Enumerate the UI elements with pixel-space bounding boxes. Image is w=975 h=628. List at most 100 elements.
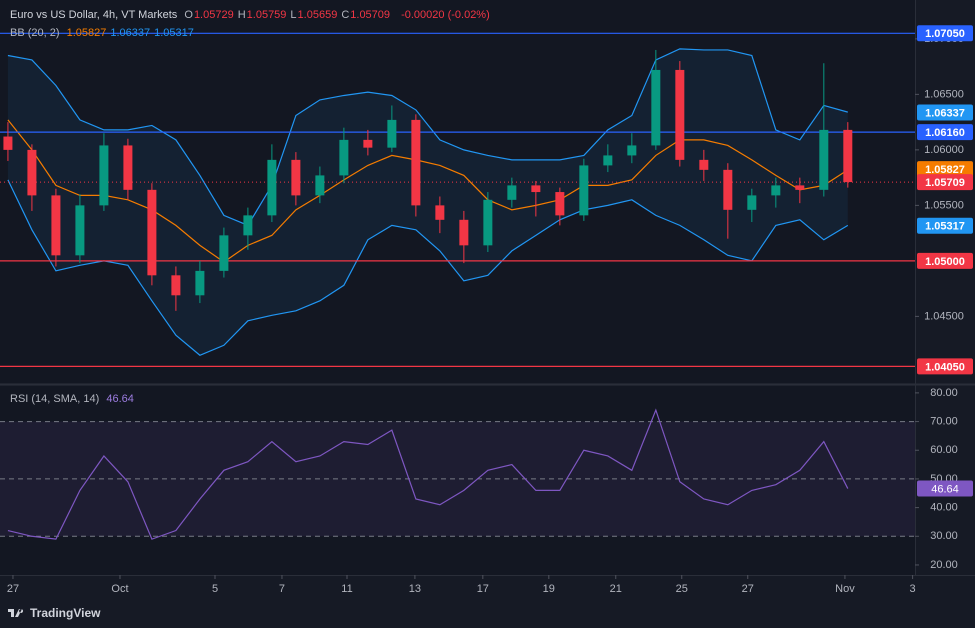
candle-body: [147, 189, 157, 276]
rsi-value: 46.64: [106, 393, 134, 405]
scale-label: 1.05709: [925, 177, 965, 189]
candle-body: [459, 219, 469, 246]
candle-body: [483, 199, 493, 246]
candle-body: [267, 159, 277, 216]
ohlc-label: O: [184, 9, 193, 21]
candle-body: [195, 270, 205, 296]
scale-label-box: [917, 25, 973, 42]
scale-label: 1.07050: [925, 28, 965, 40]
candle-body: [555, 192, 565, 216]
bb-line: [7, 179, 849, 356]
ohlc-value: 1.05709: [350, 9, 391, 21]
rsi-band: [0, 421, 915, 537]
rsi-name: RSI (14, SMA, 14): [10, 393, 100, 405]
candle-body: [3, 136, 13, 150]
ohlc-value: 1.05759: [246, 9, 287, 21]
candle-body: [819, 129, 829, 190]
candle-body: [579, 165, 589, 216]
candle-body: [795, 185, 805, 190]
scale-label-box: [917, 174, 973, 191]
candle-body: [123, 145, 133, 190]
x-tick-label: 27: [742, 583, 754, 595]
rsi-scale-label: 46.64: [931, 483, 959, 495]
candle-body: [315, 175, 325, 196]
rsi-y-tick-label: 80.00: [930, 387, 958, 399]
scale-label: 1.06160: [925, 127, 965, 139]
y-tick-label: 1.04500: [924, 310, 964, 322]
brand-name: TradingView: [30, 606, 101, 620]
scale-label: 1.05827: [925, 164, 965, 176]
x-tick-label: Nov: [835, 583, 855, 595]
scale-label-box: [917, 104, 973, 121]
rsi-y-tick-label: 60.00: [930, 444, 958, 456]
x-tick-label: 3: [910, 583, 916, 595]
candle-body: [435, 205, 445, 220]
ohlc-value: 1.05659: [297, 9, 338, 21]
bb-value: 1.05827: [66, 27, 107, 39]
scale-label-box: [917, 124, 973, 141]
x-tick-label: 13: [409, 583, 421, 595]
y-tick-label: 1.06500: [924, 88, 964, 100]
candle-body: [771, 185, 781, 196]
candle-body: [363, 139, 373, 148]
rsi-pane: [0, 386, 915, 575]
ohlc-value: 1.05729: [193, 9, 234, 21]
change: -0.00020 (-0.02%): [401, 9, 490, 21]
candle-body: [675, 69, 685, 160]
bb-values: 1.05827 1.06337 1.05317: [67, 27, 198, 39]
bb-fill: [7, 48, 848, 356]
brand-logo: [8, 609, 24, 617]
rsi-y-tick-label: 40.00: [930, 502, 958, 514]
candle-body: [171, 275, 181, 296]
candle-body: [723, 169, 733, 210]
ohlc-label: C: [341, 9, 350, 21]
bb-name: BB (20, 2): [10, 27, 60, 39]
x-tick-label: 27: [7, 583, 19, 595]
candle-body: [339, 139, 349, 176]
x-tick-label: 5: [212, 583, 218, 595]
scale-label: 1.04050: [925, 361, 965, 373]
candle-body: [747, 195, 757, 210]
scale-label: 1.06337: [925, 107, 965, 119]
candle-body: [531, 185, 541, 193]
y-tick-label: 1.06000: [924, 144, 964, 156]
candle-body: [219, 235, 229, 271]
ohlc-label: H: [237, 9, 246, 21]
x-tick-label: 19: [543, 583, 555, 595]
candle-body: [411, 119, 421, 206]
y-tick-label: 1.05500: [924, 199, 964, 211]
x-tick-label: Oct: [111, 583, 128, 595]
candle-body: [627, 145, 637, 156]
bb-value: 1.05317: [154, 27, 194, 39]
candle-body: [243, 215, 253, 236]
branding: TradingView: [8, 606, 100, 620]
symbol-title: Euro vs US Dollar, 4h, VT Markets: [10, 9, 178, 21]
ohlc-label: L: [290, 9, 297, 21]
candle-body: [603, 155, 613, 166]
scale-label-box: [917, 358, 973, 375]
candle-body: [75, 205, 85, 256]
scale-label-box: [917, 217, 973, 234]
rsi-y-tick-label: 20.00: [930, 559, 958, 571]
candle-body: [843, 129, 853, 183]
ohlc-values: O1.05729 H1.05759 L1.05659 C1.05709: [184, 9, 394, 21]
bb-legend: BB (20, 2) 1.05827 1.06337 1.05317: [10, 27, 202, 39]
rsi-y-tick-label: 30.00: [930, 530, 958, 542]
symbol-legend: Euro vs US Dollar, 4h, VT Markets O1.057…: [10, 9, 494, 21]
x-tick-label: 7: [279, 583, 285, 595]
x-tick-label: 25: [676, 583, 688, 595]
candle-body: [27, 149, 37, 196]
rsi-scale-label-box: [917, 480, 973, 497]
scale-label-box: [917, 252, 973, 269]
rsi-y-tick-label: 70.00: [930, 415, 958, 427]
scale-label-box: [917, 161, 973, 178]
candle-body: [699, 159, 709, 170]
candle-body: [387, 119, 397, 148]
candle-body: [651, 69, 661, 146]
x-tick-label: 21: [610, 583, 622, 595]
rsi-line: [7, 408, 849, 540]
x-tick-label: 17: [477, 583, 489, 595]
scale-label: 1.05317: [925, 221, 965, 233]
